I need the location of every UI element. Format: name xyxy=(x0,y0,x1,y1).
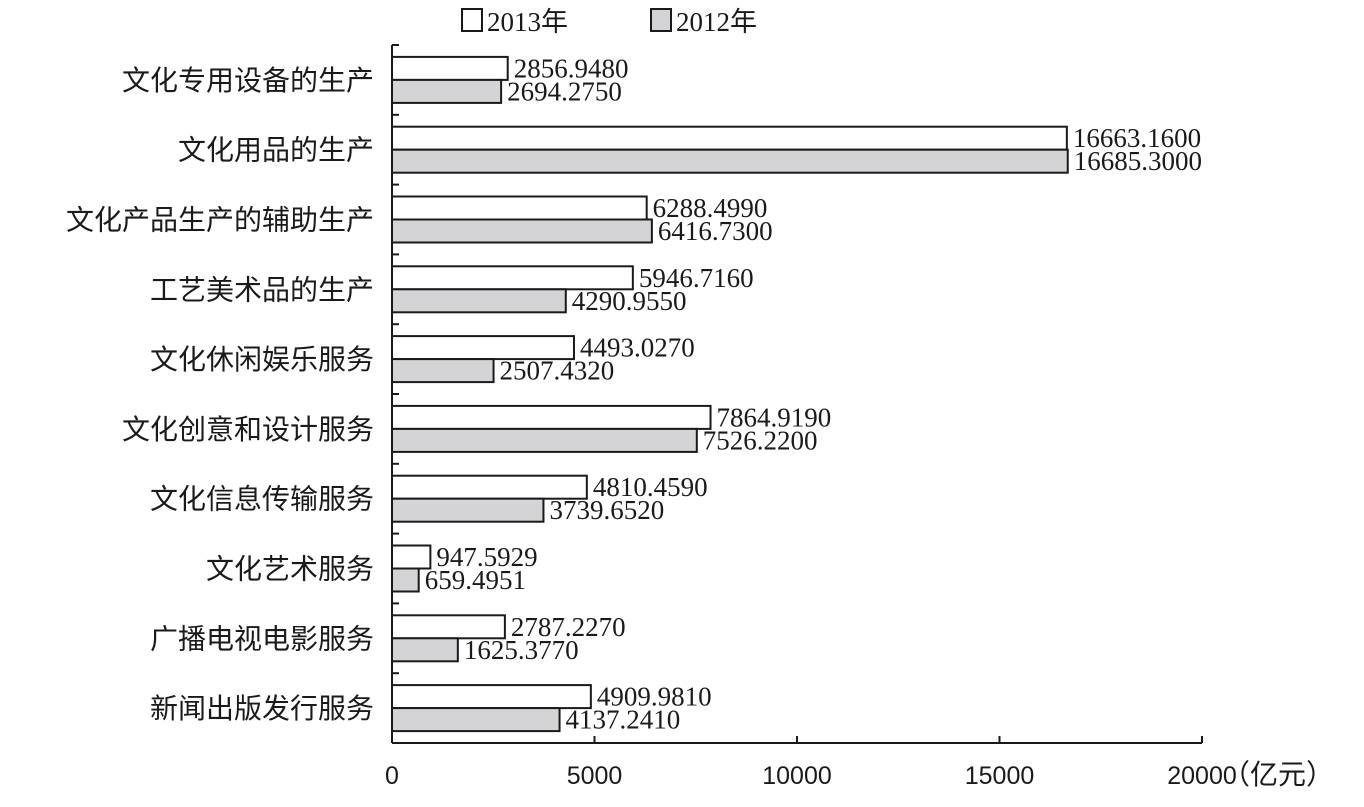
category-label-1: 文化用品的生产 xyxy=(178,135,374,167)
category-label-9: 新闻出版发行服务 xyxy=(150,693,374,725)
value-label-2012-7: 659.4951 xyxy=(425,565,526,595)
value-label-2012-0: 2694.2750 xyxy=(507,76,622,106)
category-label-8: 广播电视电影服务 xyxy=(150,623,374,655)
bar-2013-2 xyxy=(391,195,648,221)
value-label-2013-1: 16663.1600 xyxy=(1073,123,1201,153)
value-label-2012-8: 1625.3770 xyxy=(464,635,579,665)
value-label-2012-2: 6416.7300 xyxy=(658,216,773,246)
value-label-2013-0: 2856.9480 xyxy=(514,53,629,83)
category-label-7: 文化艺术服务 xyxy=(206,554,374,586)
bar-2013-5 xyxy=(391,404,712,430)
value-label-2013-8: 2787.2270 xyxy=(511,612,626,642)
bar-2012-5 xyxy=(391,427,698,453)
category-label-5: 文化创意和设计服务 xyxy=(122,414,374,446)
category-label-0: 文化专用设备的生产 xyxy=(122,65,374,97)
value-label-2013-6: 4810.4590 xyxy=(593,472,708,502)
bar-2012-4 xyxy=(391,358,495,384)
axes xyxy=(391,44,1203,744)
value-label-2013-7: 947.5929 xyxy=(436,542,537,572)
value-label-2013-2: 6288.4990 xyxy=(653,193,768,223)
bar-2013-0 xyxy=(391,55,509,81)
value-label-2013-5: 7864.9190 xyxy=(717,402,832,432)
x-tick-label-4: 20000 xyxy=(1167,762,1237,790)
bar-2012-0 xyxy=(391,78,503,104)
category-label-3: 工艺美术品的生产 xyxy=(150,274,374,306)
x-tick-label-2: 10000 xyxy=(762,762,832,790)
x-tick-label-0: 0 xyxy=(385,762,399,790)
bar-2012-8 xyxy=(391,637,459,663)
value-label-2013-9: 4909.9810 xyxy=(597,682,712,712)
x-tick-label-3: 15000 xyxy=(965,762,1035,790)
legend: 2013年 2012年 xyxy=(461,7,757,37)
bar-2013-9 xyxy=(391,684,592,710)
bar-2012-2 xyxy=(391,218,653,244)
legend-label-2013: 2013年 xyxy=(487,7,568,37)
bars xyxy=(391,55,1069,733)
value-label-2012-1: 16685.3000 xyxy=(1074,146,1202,176)
bar-2012-7 xyxy=(391,567,420,593)
value-label-2012-3: 4290.9550 xyxy=(572,286,687,316)
value-label-2012-4: 2507.4320 xyxy=(500,356,615,386)
bar-2012-1 xyxy=(391,148,1069,174)
bar-2012-3 xyxy=(391,288,567,314)
legend-swatch-2012 xyxy=(650,8,672,32)
value-label-2012-6: 3739.6520 xyxy=(549,495,664,525)
bar-2012-9 xyxy=(391,707,561,733)
legend-label-2012: 2012年 xyxy=(676,7,757,37)
value-label-2012-9: 4137.2410 xyxy=(566,705,681,735)
category-label-6: 文化信息传输服务 xyxy=(150,484,374,516)
category-label-4: 文化休闲娱乐服务 xyxy=(150,344,374,376)
category-label-2: 文化产品生产的辅助生产 xyxy=(66,205,374,237)
bar-2013-1 xyxy=(391,125,1068,151)
value-label-2012-5: 7526.2200 xyxy=(703,425,818,455)
x-tick-label-1: 5000 xyxy=(567,762,623,790)
x-axis-unit-label: （亿元） xyxy=(1222,759,1334,791)
value-label-2013-3: 5946.7160 xyxy=(639,263,754,293)
value-label-2013-4: 4493.0270 xyxy=(580,333,695,363)
bar-2012-6 xyxy=(391,497,545,523)
legend-swatch-2013 xyxy=(461,8,483,32)
